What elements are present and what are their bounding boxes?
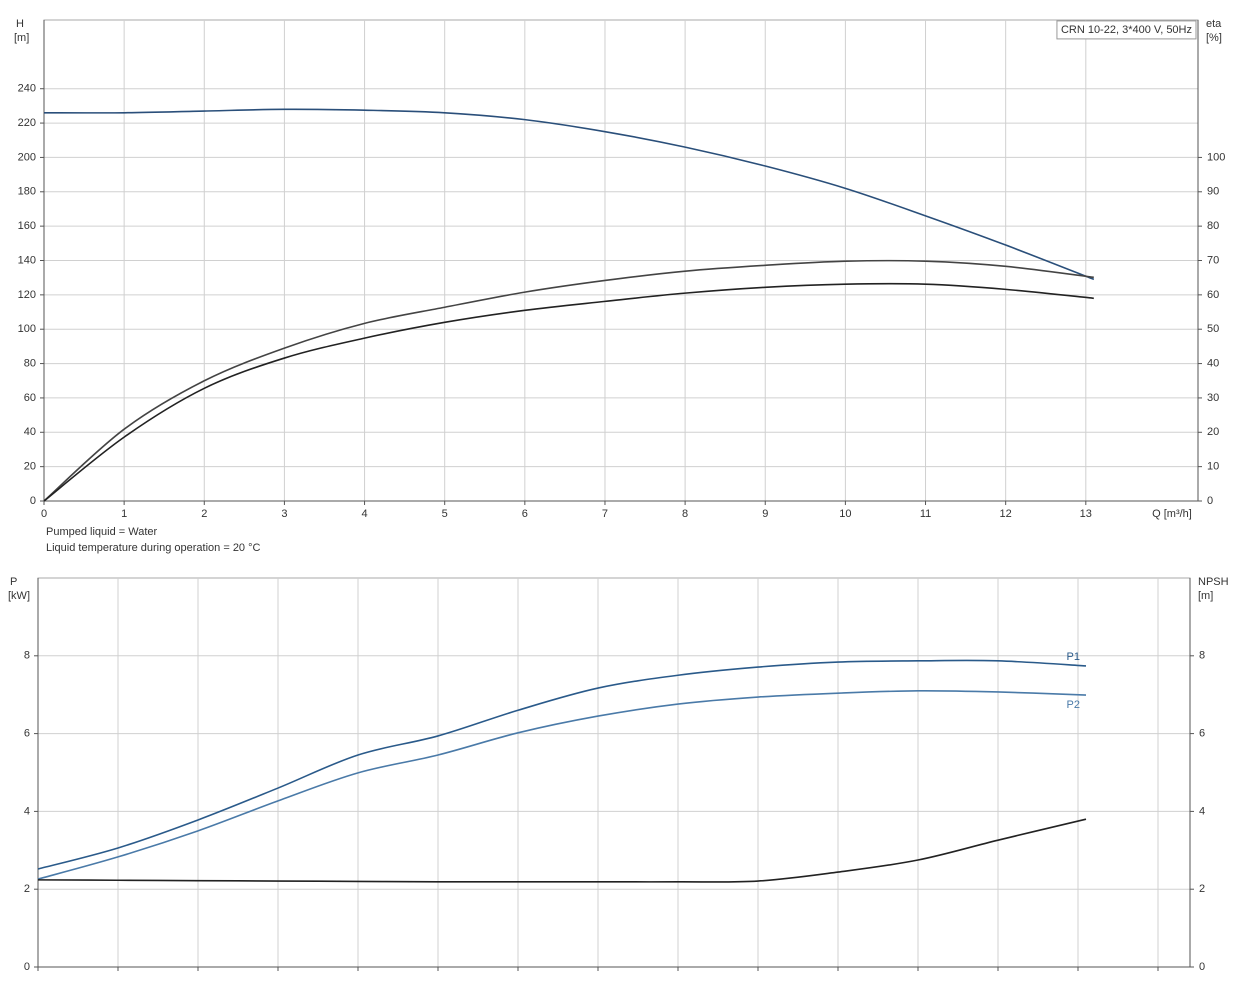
y-tick-label: 220 [18,117,36,129]
y2-tick-label: 90 [1207,186,1219,198]
y2-tick-label: 50 [1207,323,1219,335]
y2-unit: [m] [1198,590,1213,602]
x-tick-label: 3 [281,508,287,520]
y2-tick-label: 6 [1199,728,1205,740]
curve [43,282,1094,502]
x-tick-label: 2 [201,508,207,520]
plot-area [37,577,1191,968]
y-tick-label: 80 [24,357,36,369]
x-tick-label: 7 [602,508,608,520]
y-tick-label: 2 [24,883,30,895]
y2-unit: [%] [1206,32,1222,44]
y2-tick-label: 2 [1199,883,1205,895]
y-tick-label: 180 [18,186,36,198]
y-tick-label: 4 [24,805,30,817]
y-tick-label: 40 [24,426,36,438]
chart-title: CRN 10-22, 3*400 V, 50Hz [1061,24,1192,36]
y2-tick-label: 10 [1207,461,1219,473]
y2-tick-label: 70 [1207,254,1219,266]
y-tick-label: 200 [18,151,36,163]
y-unit: [kW] [8,590,30,602]
x-tick-label: 5 [442,508,448,520]
y-tick-label: 120 [18,289,36,301]
note: Pumped liquid = Water [46,526,158,538]
y2-tick-label: 80 [1207,220,1219,232]
y-label: H [16,18,24,30]
y-tick-label: 6 [24,728,30,740]
y2-label: eta [1206,18,1222,30]
x-tick-label: 6 [522,508,528,520]
title-box [1056,20,1197,40]
y-tick-label: 8 [24,650,30,662]
curve [43,108,1095,281]
x-tick-label: 1 [121,508,127,520]
y-tick-label: 100 [18,323,36,335]
x-tick-label: 8 [682,508,688,520]
x-tick-label: 13 [1080,508,1092,520]
y-label: P [10,576,17,588]
y-tick-label: 60 [24,392,36,404]
x-tick-label: 12 [1000,508,1012,520]
y2-label: NPSH [1198,576,1229,588]
y2-tick-label: 20 [1207,426,1219,438]
y2-tick-label: 8 [1199,650,1205,662]
x-tick-label: 10 [839,508,851,520]
x-tick-label: 9 [762,508,768,520]
x-label: Q [m³/h] [1152,508,1192,520]
y2-tick-label: 30 [1207,392,1219,404]
y2-tick-label: 0 [1199,961,1205,973]
y2-tick-label: 60 [1207,289,1219,301]
x-tick-label: 4 [361,508,367,520]
y2-tick-label: 4 [1199,805,1205,817]
y2-tick-label: 0 [1207,495,1213,507]
y-tick-label: 140 [18,254,36,266]
series-label: P2 [1067,699,1080,711]
curve [37,689,1087,880]
y-unit: [m] [14,32,29,44]
x-tick-label: 11 [920,508,931,520]
y-tick-label: 0 [24,961,30,973]
y-tick-label: 0 [30,495,36,507]
curve [43,259,1094,502]
series-label: P1 [1067,651,1080,663]
x-tick-label: 0 [41,508,47,520]
y2-tick-label: 100 [1207,151,1225,163]
y-tick-label: 240 [18,83,36,95]
y-tick-label: 160 [18,220,36,232]
note: Liquid temperature during operation = 20… [46,542,261,554]
y-tick-label: 20 [24,461,36,473]
y2-tick-label: 40 [1207,357,1219,369]
curve [37,659,1087,870]
curve [37,818,1087,883]
